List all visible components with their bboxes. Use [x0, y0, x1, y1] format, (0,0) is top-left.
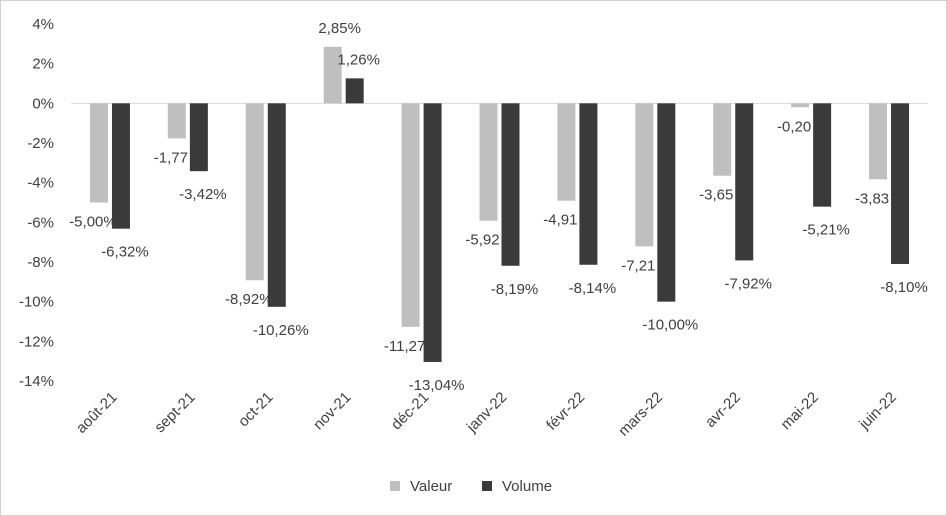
y-tick-label: -12%	[19, 333, 54, 350]
y-tick-label: -14%	[19, 373, 54, 390]
x-tick-label: août-21	[73, 389, 121, 437]
x-tick-label: mars-22	[615, 389, 666, 440]
bar-valeur	[479, 103, 498, 221]
data-label-volume: -13,04%	[409, 377, 465, 394]
bar-volume	[891, 103, 910, 264]
data-label-valeur: -3,65	[699, 187, 733, 204]
bar-volume	[423, 103, 442, 362]
bars-group	[89, 46, 910, 362]
x-tick-label: déc-21	[388, 389, 432, 433]
bar-valeur	[635, 103, 654, 247]
bar-valeur	[89, 103, 108, 203]
bar-volume	[189, 103, 208, 172]
bar-valeur	[869, 103, 888, 180]
x-tick-label: oct-21	[235, 389, 277, 431]
data-label-volume: 1,26%	[337, 51, 380, 68]
y-tick-label: -2%	[27, 135, 54, 152]
y-tick-label: -4%	[27, 175, 54, 192]
bar-valeur	[713, 103, 732, 176]
y-tick-label: -6%	[27, 214, 54, 231]
bar-valeur	[323, 46, 342, 104]
data-label-volume: -3,42%	[179, 186, 227, 203]
bar-volume	[579, 103, 598, 265]
y-tick-label: -10%	[19, 294, 54, 311]
data-label-valeur: -5,92	[465, 232, 499, 249]
legend-swatch-valeur	[390, 481, 400, 491]
y-tick-label: 0%	[32, 95, 54, 112]
bar-volume	[345, 78, 364, 104]
legend-label-volume: Volume	[502, 478, 552, 495]
bar-volume	[501, 103, 520, 266]
x-tick-label: janv-22	[463, 389, 511, 437]
data-label-volume: -8,14%	[569, 280, 617, 297]
data-label-valeur: -4,91	[543, 212, 577, 229]
data-label-valeur: -0,20	[777, 118, 811, 135]
data-label-valeur: -1,77	[154, 149, 188, 166]
data-label-volume: -5,21%	[802, 222, 850, 239]
data-label-valeur: -8,92%	[225, 291, 273, 308]
bar-valeur	[167, 103, 186, 139]
data-label-valeur: -7,21	[621, 257, 655, 274]
data-label-valeur: 2,85%	[318, 20, 361, 37]
bar-volume	[267, 103, 286, 307]
x-axis: août-21 sept-21 oct-21 nov-21 déc-21 janv-22 f…	[73, 389, 900, 440]
x-tick-label: juin-22	[855, 389, 900, 434]
bar-volume	[735, 103, 754, 261]
x-tick-label: mai-22	[778, 389, 822, 433]
y-tick-label: -8%	[27, 254, 54, 271]
x-tick-label: févr-22	[543, 389, 588, 434]
data-label-volume: -8,10%	[880, 279, 928, 296]
legend: Valeur Volume	[390, 478, 552, 495]
y-tick-label: 4%	[32, 16, 54, 33]
bar-volume	[657, 103, 676, 302]
legend-label-valeur: Valeur	[410, 478, 452, 495]
bar-volume	[111, 103, 130, 229]
data-label-volume: -7,92%	[724, 275, 772, 292]
data-label-volume: -10,00%	[642, 317, 698, 334]
data-label-volume: -10,26%	[253, 322, 309, 339]
data-label-valeur: -3,83	[855, 190, 889, 207]
y-tick-label: 2%	[32, 56, 54, 73]
legend-swatch-volume	[482, 481, 492, 491]
y-axis: 4% 2% 0% -2% -4% -6% -8% -10% -12% -14%	[19, 16, 54, 390]
x-tick-label: sept-21	[151, 389, 198, 436]
data-labels-group: -5,00% -6,32% -1,77 -3,42% -8,92% -10,26% 2,85…	[69, 20, 928, 394]
data-label-valeur: -5,00%	[69, 214, 117, 231]
data-label-valeur: -11,27	[384, 338, 425, 355]
bar-valeur	[791, 103, 810, 108]
data-label-volume: -6,32%	[101, 244, 149, 261]
data-label-volume: -8,19%	[491, 281, 539, 298]
bar-valeur	[245, 103, 264, 281]
bar-valeur	[557, 103, 576, 201]
bar-valeur	[401, 103, 420, 327]
x-tick-label: avr-22	[702, 389, 744, 431]
bar-volume	[813, 103, 832, 207]
x-tick-label: nov-21	[310, 389, 354, 433]
